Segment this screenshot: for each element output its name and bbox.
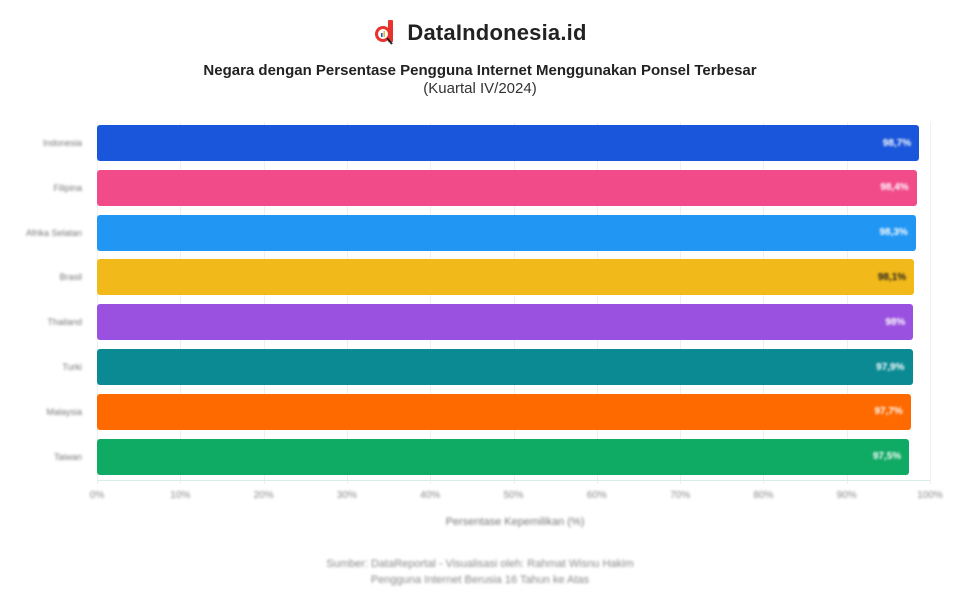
bar[interactable]: 98,1%	[97, 259, 915, 296]
value-label: 97,5%	[872, 451, 902, 463]
chart-subtitle: (Kuartal IV/2024)	[423, 80, 537, 97]
bar-row: Turki 97,9%	[0, 349, 960, 385]
category-label: Indonesia	[42, 138, 82, 148]
source-line-1: Sumber: DataReportal - Visualisasi oleh:…	[326, 558, 634, 570]
value-label: 97,9%	[876, 361, 905, 373]
value-label: 98,4%	[880, 182, 909, 194]
value-label: 98,7%	[882, 137, 912, 149]
bar-row: Thailand 98%	[0, 304, 960, 341]
x-tick-label: 100%	[917, 490, 943, 501]
x-tick-label: 40%	[420, 490, 441, 501]
gridline	[846, 122, 848, 484]
bar-row: Indonesia 98,7%	[0, 125, 960, 161]
dataindonesia-logo-icon	[375, 20, 394, 45]
bar[interactable]: 98%	[97, 304, 914, 341]
category-label: Thailand	[47, 317, 82, 328]
bar[interactable]: 97,7%	[97, 393, 911, 430]
bar[interactable]: 98,7%	[97, 125, 920, 161]
category-label: Turki	[62, 362, 82, 372]
x-tick-label: 20%	[253, 490, 274, 501]
value-label: 98,3%	[879, 227, 908, 239]
gridline	[930, 122, 931, 484]
bar[interactable]: 97,9%	[97, 349, 913, 385]
x-tick-label: 50%	[503, 490, 524, 501]
category-label: Malaysia	[46, 406, 82, 417]
gridline	[180, 122, 182, 484]
gridline	[763, 122, 765, 484]
gridline	[97, 122, 98, 484]
bar-row: Taiwan 97,5%	[0, 438, 960, 475]
plot-area: Indonesia 98,7% Filipina 98,4% Afrika Selata…	[26, 122, 931, 484]
source-line-2: Pengguna Internet Berusia 16 Tahun ke At…	[370, 574, 590, 586]
chart-title: Negara dengan Persentase Pengguna Intern…	[203, 62, 757, 79]
brand-name: DataIndonesia.id	[407, 20, 587, 45]
bar-row: Afrika Selatan 98,3%	[0, 214, 960, 251]
bar-row: Brasil 98,1%	[0, 259, 960, 296]
x-tick-label: 60%	[586, 490, 607, 501]
bar[interactable]: 97,5%	[97, 438, 910, 475]
x-tick-label: 10%	[170, 490, 191, 501]
brand-header: DataIndonesia.id	[0, 20, 960, 46]
gridline	[513, 122, 515, 484]
x-tick-label: 90%	[836, 490, 857, 501]
x-tick-label: 0%	[89, 490, 105, 501]
x-axis-label: Persentase Kepemilikan (%)	[445, 516, 585, 528]
gridline	[430, 122, 432, 484]
x-tick-label: 80%	[753, 490, 774, 501]
value-label: 97,7%	[874, 406, 903, 418]
x-axis-line	[97, 480, 930, 481]
bar[interactable]: 98,4%	[97, 169, 917, 206]
category-label: Taiwan	[53, 451, 82, 462]
gridline	[263, 122, 265, 484]
bar[interactable]: 98,3%	[97, 214, 916, 251]
gridline	[346, 122, 348, 484]
bar-row: Malaysia 97,7%	[0, 393, 960, 430]
x-tick-label: 30%	[336, 490, 357, 501]
value-label: 98%	[885, 316, 906, 328]
gridline	[596, 122, 598, 484]
gridline	[680, 122, 682, 484]
category-label: Brasil	[59, 272, 82, 283]
value-label: 98,1%	[877, 271, 907, 283]
bar-row: Filipina 98,4%	[0, 169, 960, 206]
x-tick-label: 70%	[670, 490, 691, 501]
source-note: Sumber: DataReportal - Visualisasi oleh:…	[0, 556, 960, 588]
category-label: Filipina	[53, 182, 82, 193]
category-label: Afrika Selatan	[25, 227, 82, 238]
